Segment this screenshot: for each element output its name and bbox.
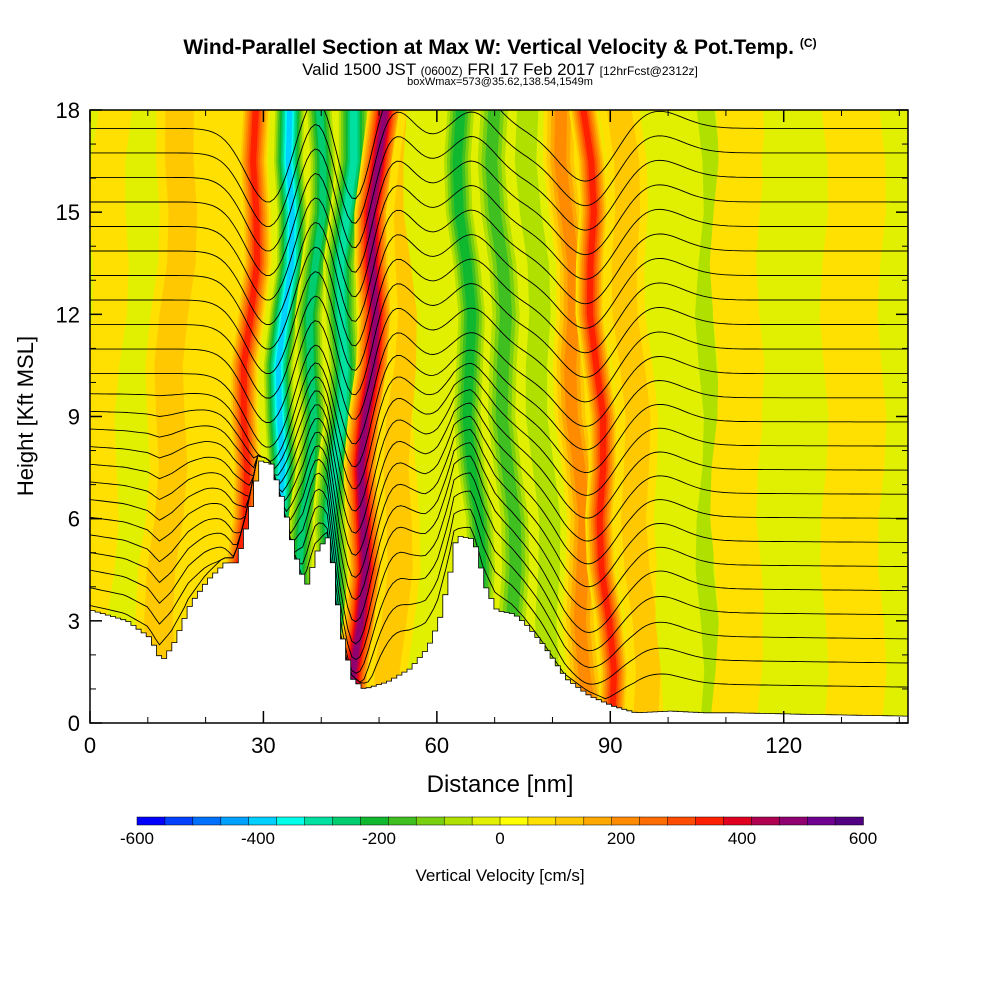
y-tick-label: 12 — [56, 302, 80, 327]
axes: 0 30 60 90 120 0 3 6 9 12 15 18 — [56, 98, 908, 758]
theta-contour-23 — [90, 110, 908, 203]
colorbar-swatch-15 — [555, 816, 585, 826]
colorbar-swatch-0 — [136, 816, 166, 826]
colorbar: -600 -400 -200 0 200 400 600 — [120, 816, 877, 848]
theta-contour-20 — [90, 160, 908, 276]
chart-title-text: Wind-Parallel Section at Max W: Vertical… — [183, 36, 794, 59]
theta-contour-4 — [90, 455, 908, 645]
colorbar-swatch-3 — [220, 816, 250, 826]
colorbar-swatch-25 — [834, 816, 864, 826]
colorbar-swatch-16 — [583, 816, 613, 826]
velocity-band-2-level-2 — [144, 110, 198, 723]
velocity-band-8-level-10 — [348, 110, 388, 723]
valid-time: Valid 1500 JST — [302, 60, 416, 79]
colorbar-swatch-21 — [723, 816, 753, 826]
copyright-mark: (C) — [799, 36, 817, 50]
colorbar-label: Vertical Velocity [cm/s] — [415, 866, 584, 885]
theta-contour-15 — [90, 283, 908, 399]
colorbar-tick-label: 200 — [607, 829, 635, 848]
theta-contour-7 — [90, 415, 908, 578]
terrain-profile — [90, 460, 908, 723]
x-tick-label: 0 — [84, 733, 96, 758]
colorbar-swatch-2 — [192, 816, 222, 826]
theta-contour-18 — [90, 209, 908, 325]
velocity-band-7-level-7 — [318, 110, 358, 723]
chart-subtitle: Valid 1500 JST (0600Z) FRI 17 Feb 2017 [… — [0, 60, 1000, 80]
y-tick-label: 15 — [56, 200, 80, 225]
velocity-band-3-level-1 — [175, 110, 246, 723]
y-tick-label: 0 — [68, 711, 80, 736]
colorbar-swatch-5 — [276, 816, 306, 826]
colorbar-swatch-24 — [806, 816, 836, 826]
x-tick-label: 60 — [425, 733, 449, 758]
colorbar-swatch-6 — [304, 816, 334, 826]
theta-contour-6 — [90, 429, 908, 601]
colorbar-swatch-19 — [667, 816, 697, 826]
colorbar-swatch-23 — [778, 816, 808, 826]
y-axis-label: Height [Kft MSL] — [13, 336, 38, 496]
colorbar-swatch-10 — [415, 816, 445, 826]
theta-contours — [90, 110, 908, 700]
theta-contour-17 — [90, 234, 908, 350]
colorbar-swatch-1 — [164, 816, 194, 826]
theta-contour-3 — [90, 455, 908, 661]
velocity-band-20-level-1 — [761, 110, 829, 723]
velocity-band-19-level-1 — [709, 110, 766, 723]
colorbar-swatch-17 — [611, 816, 641, 826]
x-tick-label: 30 — [251, 733, 275, 758]
velocity-band-6-level-6 — [294, 110, 327, 723]
colorbar-tick-label: -400 — [241, 829, 275, 848]
theta-contour-22 — [90, 111, 908, 227]
theta-contour-12 — [90, 349, 908, 468]
theta-contour-19 — [90, 185, 908, 301]
colorbar-swatch-13 — [499, 816, 529, 826]
x-tick-label: 120 — [765, 733, 802, 758]
colorbar-tick-label: -600 — [120, 829, 154, 848]
colorbar-tick-label: 0 — [495, 829, 504, 848]
velocity-band-21-level-1 — [819, 110, 887, 723]
forecast-tag: [12hrFcst@2312z] — [599, 64, 698, 78]
y-tick-label: 9 — [68, 405, 80, 430]
velocity-band-10-level-1 — [403, 110, 469, 723]
colorbar-swatch-7 — [332, 816, 362, 826]
theta-contour-1 — [90, 455, 908, 685]
x-tick-label: 90 — [598, 733, 622, 758]
valid-date: FRI 17 Feb 2017 — [467, 60, 595, 79]
theta-contour-13 — [90, 332, 908, 448]
theta-contour-2 — [90, 455, 908, 674]
colorbar-swatch-18 — [639, 816, 669, 826]
colorbar-swatch-20 — [695, 816, 725, 826]
colorbar-swatch-8 — [360, 816, 390, 826]
colorbar-swatch-22 — [751, 816, 780, 826]
box-info: boxWmax=573@35.62,138.54,1549m — [407, 76, 593, 88]
valid-utc: (0600Z) — [420, 64, 463, 78]
theta-contour-11 — [90, 362, 908, 490]
y-tick-label: 6 — [68, 507, 80, 532]
colorbar-swatch-14 — [527, 816, 557, 826]
y-tick-label: 18 — [56, 98, 80, 123]
theta-contour-5 — [90, 442, 908, 623]
colorbar-swatch-9 — [388, 816, 417, 826]
theta-contour-10 — [90, 376, 908, 512]
y-tick-label: 3 — [68, 609, 80, 634]
colorbar-swatch-11 — [443, 816, 473, 826]
theta-contour-21 — [90, 136, 908, 252]
colorbar-swatch-4 — [248, 816, 278, 826]
colorbar-tick-label: -200 — [362, 829, 396, 848]
chart-title: Wind-Parallel Section at Max W: Vertical… — [0, 36, 1000, 60]
x-axis-label: Distance [nm] — [427, 771, 574, 798]
theta-contour-14 — [90, 307, 908, 423]
colorbar-swatch-12 — [471, 816, 501, 826]
colorbar-tick-label: 400 — [728, 829, 756, 848]
theta-contour-9 — [90, 389, 908, 534]
theta-contour-16 — [90, 258, 908, 374]
theta-contour-8 — [90, 402, 908, 556]
terrain — [90, 460, 908, 723]
velocity-band-15-level-7 — [580, 110, 618, 723]
velocity-band-16-level-2 — [606, 110, 661, 723]
colorbar-tick-label: 600 — [849, 829, 877, 848]
